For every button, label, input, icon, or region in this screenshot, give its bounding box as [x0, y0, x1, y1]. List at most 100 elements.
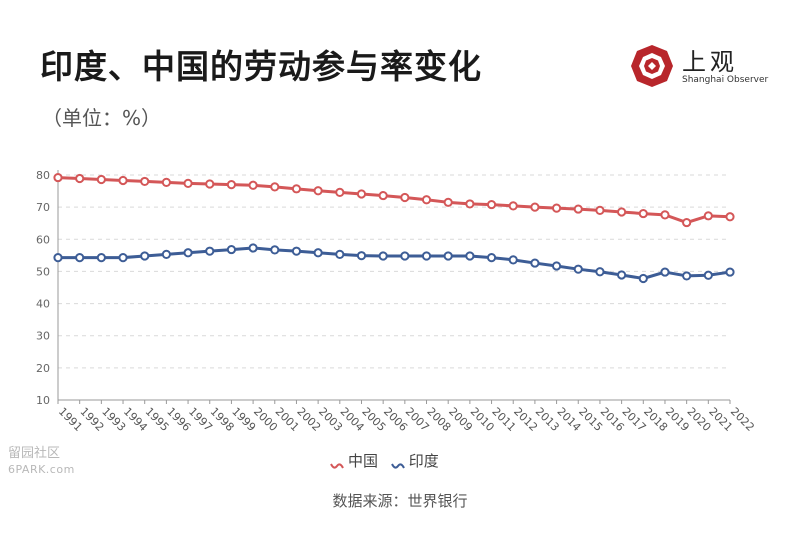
logo-mark-icon — [630, 44, 674, 88]
legend: 中国 印度 — [330, 450, 447, 470]
x-tick-label: 2015 — [576, 405, 605, 434]
legend-label-china: 中国 — [348, 452, 379, 470]
data-point-india — [703, 270, 713, 280]
logo-text-en: Shanghai Observer — [682, 75, 769, 85]
data-point-india — [682, 271, 692, 281]
x-tick-label: 2017 — [619, 405, 648, 434]
x-tick-label: 2003 — [316, 405, 345, 434]
x-tick-label: 2013 — [533, 405, 562, 434]
data-point-china — [205, 179, 215, 189]
data-point-india — [183, 248, 193, 258]
data-point-india — [53, 253, 63, 263]
x-tick-label: 2012 — [511, 405, 540, 434]
legend-swatch-india-icon — [390, 457, 405, 469]
x-tick-label: 1991 — [56, 405, 85, 434]
x-tick-label: 1993 — [99, 405, 128, 434]
x-tick-label: 2011 — [489, 405, 518, 434]
data-point-china — [378, 190, 388, 201]
x-tick-label: 2002 — [294, 405, 323, 434]
legend-item-china[interactable]: 中国 — [330, 450, 378, 471]
data-point-china — [118, 175, 128, 186]
data-point-china — [508, 201, 518, 211]
data-point-india — [486, 253, 497, 263]
legend-item-india[interactable]: 印度 — [390, 450, 439, 471]
data-point-india — [617, 270, 627, 280]
data-point-india — [443, 251, 453, 261]
data-point-india — [508, 255, 518, 265]
data-point-china — [638, 208, 648, 219]
series-layer — [53, 172, 735, 284]
data-point-india — [161, 249, 171, 259]
data-point-china — [660, 210, 670, 220]
data-point-china — [248, 180, 258, 190]
x-tick-label: 1996 — [164, 405, 193, 434]
data-point-china — [161, 177, 171, 187]
data-point-india — [356, 251, 367, 261]
data-source: 数据来源：世界银行 — [332, 492, 468, 510]
data-point-china — [703, 211, 713, 221]
unit-label: （单位：%） — [42, 106, 162, 130]
x-tick-label: 2001 — [273, 405, 302, 434]
watermark: 留园社区 6PARK.com — [8, 446, 75, 478]
x-tick-label: 1997 — [186, 405, 215, 434]
legend-label-india: 印度 — [408, 452, 439, 470]
x-tick-label: 2006 — [381, 405, 410, 434]
data-point-china — [226, 180, 237, 190]
x-tick-label: 2009 — [446, 405, 475, 434]
y-tick-label: 40 — [36, 298, 50, 311]
brand-logo: 上观 Shanghai Observer — [630, 42, 780, 90]
data-point-china — [486, 199, 497, 210]
x-tick-label: 2000 — [251, 405, 280, 434]
x-tick-label: 2005 — [359, 405, 388, 434]
data-point-india — [313, 248, 323, 258]
data-point-india — [140, 251, 150, 261]
chart-title: 印度、中国的劳动参与率变化 — [40, 47, 482, 86]
grid-layer — [58, 174, 730, 369]
data-point-india — [335, 249, 345, 259]
y-tick-label: 50 — [36, 265, 50, 278]
data-point-china — [335, 187, 345, 197]
x-tick-label: 1998 — [208, 405, 237, 434]
data-point-india — [226, 244, 237, 255]
data-point-india — [638, 273, 648, 284]
x-tick-label: 2021 — [706, 405, 735, 434]
data-point-india — [465, 251, 475, 261]
x-tick-label: 2008 — [424, 405, 453, 434]
axis-layer: 10 20 30 40 50 60 70 80 199119921993199419951996… — [36, 169, 757, 434]
data-point-india — [660, 267, 670, 277]
data-point-india — [291, 246, 302, 256]
y-tick-label: 80 — [36, 169, 50, 182]
data-point-china — [421, 195, 432, 205]
data-point-china — [465, 199, 475, 209]
data-point-china — [725, 212, 735, 222]
watermark-cn: 留园社区 — [8, 446, 61, 461]
x-tick-label: 2020 — [685, 405, 714, 434]
data-point-india — [595, 267, 605, 277]
data-point-india — [75, 253, 85, 263]
data-point-china — [595, 205, 605, 215]
data-point-india — [118, 253, 128, 263]
data-point-china — [291, 184, 302, 194]
watermark-en: 6PARK.com — [8, 463, 75, 476]
y-tick-label: 30 — [36, 330, 50, 343]
data-point-india — [530, 258, 540, 268]
data-point-india — [205, 246, 215, 256]
data-point-china — [313, 186, 323, 196]
line-chart: 10 20 30 40 50 60 70 80 199119921993199419951996… — [36, 169, 757, 434]
data-point-india — [421, 251, 432, 261]
data-point-china — [356, 189, 367, 199]
data-point-india — [551, 261, 562, 271]
data-point-china — [270, 182, 280, 192]
data-point-china — [573, 204, 583, 214]
x-tick-label: 2014 — [554, 405, 583, 434]
data-point-china — [183, 178, 193, 188]
x-tick-label: 2022 — [728, 405, 757, 434]
data-point-india — [400, 251, 410, 261]
data-point-india — [270, 245, 280, 255]
data-point-india — [573, 264, 583, 274]
data-point-china — [530, 202, 540, 212]
x-tick-label: 2004 — [338, 405, 367, 434]
x-tick-label: 2018 — [641, 405, 670, 434]
y-tick-label: 70 — [36, 201, 50, 214]
data-point-india — [378, 251, 388, 261]
